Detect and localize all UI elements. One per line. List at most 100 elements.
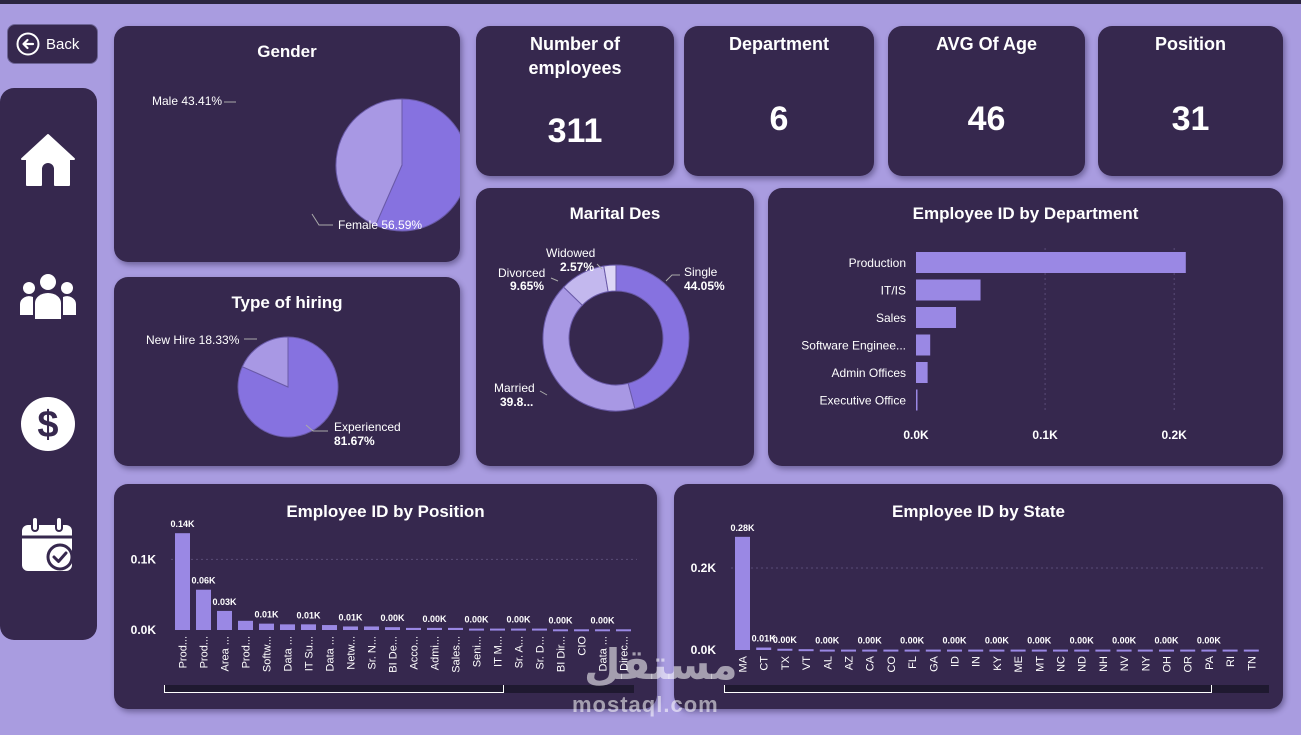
position-bar-softw[interactable] xyxy=(259,624,274,630)
position-category-label: Prod... xyxy=(199,636,211,668)
state-bar-oh[interactable] xyxy=(1159,650,1174,652)
kpi-age-title: AVG Of Age xyxy=(888,32,1085,56)
nav-finance[interactable]: $ xyxy=(18,394,78,454)
sidebar-nav: $ xyxy=(0,88,97,640)
state-bar-nv[interactable] xyxy=(1117,650,1132,652)
state-bar-ma[interactable] xyxy=(735,537,750,650)
state-scrollbar-thumb[interactable] xyxy=(724,685,1212,693)
nav-calendar[interactable] xyxy=(18,514,78,574)
dept-bar-production[interactable] xyxy=(916,252,1186,273)
state-category-label: NC xyxy=(1056,656,1068,672)
position-bar-bi-dir[interactable] xyxy=(553,629,568,631)
state-category-label: RI xyxy=(1225,656,1237,667)
position-bar-sr-n[interactable] xyxy=(364,626,379,630)
kpi-employees-title-line1: Number of xyxy=(476,32,674,56)
state-category-label: AL xyxy=(822,656,834,669)
dept-bar-it-is[interactable] xyxy=(916,280,981,301)
state-bar-chart: 0.0K0.2K0.28KMA0.01KCT0.00KTX VT0.00KAL AZ… xyxy=(674,484,1283,709)
position-bar-area[interactable] xyxy=(217,611,232,630)
position-bar-direc[interactable] xyxy=(616,629,631,631)
state-bar-co[interactable] xyxy=(883,650,898,652)
state-bar-ri[interactable] xyxy=(1223,650,1238,652)
marital-label-widowed: Widowed xyxy=(546,246,595,260)
state-bar-vt[interactable] xyxy=(799,649,814,651)
hiring-value-experienced: 81.67% xyxy=(334,434,375,448)
position-bar-sales[interactable] xyxy=(448,628,463,630)
position-bar-data[interactable] xyxy=(322,625,337,630)
state-bar-nh[interactable] xyxy=(1095,650,1110,652)
state-category-label: ND xyxy=(1077,656,1089,672)
state-bar-ca[interactable] xyxy=(862,650,877,652)
people-icon xyxy=(19,271,77,321)
state-data-label: 0.00K xyxy=(815,636,840,646)
position-bar-bi-de[interactable] xyxy=(385,627,400,630)
position-bar-netw[interactable] xyxy=(343,626,358,630)
state-category-label: TN xyxy=(1246,656,1258,671)
gender-leader-female xyxy=(312,214,333,225)
pie-slice-married[interactable] xyxy=(543,287,635,411)
position-category-label: Prod... xyxy=(241,636,253,668)
position-bar-seni[interactable] xyxy=(469,629,484,631)
position-scrollbar-thumb[interactable] xyxy=(164,685,504,693)
position-category-label: Data ... xyxy=(283,636,295,671)
dept-bar-executive-office[interactable] xyxy=(916,390,918,411)
back-button[interactable]: Back xyxy=(7,24,98,64)
position-category-label: Sales... xyxy=(451,636,463,673)
state-category-label: KY xyxy=(992,655,1004,670)
state-bar-az[interactable] xyxy=(841,650,856,652)
state-bar-mt[interactable] xyxy=(1032,650,1047,652)
nav-home[interactable] xyxy=(18,130,78,190)
state-bar-nc[interactable] xyxy=(1053,650,1068,652)
position-bar-sr-a[interactable] xyxy=(511,629,526,631)
position-data-label: 0.01K xyxy=(296,610,321,620)
kpi-age-card: AVG Of Age 46 xyxy=(888,26,1085,176)
position-bar-data[interactable] xyxy=(280,624,295,630)
nav-employees[interactable] xyxy=(18,266,78,326)
state-category-label: OR xyxy=(1183,656,1195,673)
position-category-label: Softw... xyxy=(262,636,274,672)
state-category-label: ID xyxy=(950,656,962,667)
state-bar-me[interactable] xyxy=(1011,650,1026,652)
position-bar-cio[interactable] xyxy=(574,629,589,631)
position-data-label: 0.01K xyxy=(254,610,279,620)
state-bar-or[interactable] xyxy=(1180,650,1195,652)
department-bar-chart: 0.0K 0.1K 0.2KProductionIT/ISSalesSoftware… xyxy=(768,188,1283,466)
state-bar-tn[interactable] xyxy=(1244,650,1259,652)
position-bar-prod[interactable] xyxy=(238,621,253,630)
position-bar-acco[interactable] xyxy=(406,628,421,630)
position-category-label: BI Dir... xyxy=(556,636,568,672)
state-bar-ny[interactable] xyxy=(1138,650,1153,652)
state-bar-ct[interactable] xyxy=(756,648,771,650)
back-arrow-icon xyxy=(16,32,40,56)
position-bar-it-su[interactable] xyxy=(301,624,316,630)
state-category-label: CA xyxy=(865,655,877,671)
marital-label-divorced: Divorced xyxy=(498,266,545,280)
state-category-label: NH xyxy=(1098,656,1110,672)
state-category-label: TX xyxy=(780,655,792,670)
state-bar-ky[interactable] xyxy=(989,650,1004,652)
state-bar-tx[interactable] xyxy=(777,649,792,651)
state-bar-id[interactable] xyxy=(947,650,962,652)
state-bar-al[interactable] xyxy=(820,650,835,652)
position-bar-it-m[interactable] xyxy=(490,629,505,631)
position-category-label: Sr. N... xyxy=(367,636,379,670)
position-bar-prod[interactable] xyxy=(175,533,190,630)
state-category-label: PA xyxy=(1204,655,1216,670)
state-bar-fl[interactable] xyxy=(905,650,920,652)
state-data-label: 0.00K xyxy=(900,636,925,646)
marital-donut-chart: Single 44.05% Married 39.8... Divorced 9… xyxy=(476,188,754,466)
dept-bar-sales[interactable] xyxy=(916,307,956,328)
marital-value-widowed: 2.57% xyxy=(560,260,594,274)
dept-bar-admin-offices[interactable] xyxy=(916,362,928,383)
position-bar-prod[interactable] xyxy=(196,590,211,630)
state-bar-nd[interactable] xyxy=(1074,650,1089,652)
position-bar-admi[interactable] xyxy=(427,628,442,630)
dollar-icon: $ xyxy=(20,396,76,452)
state-bar-ga[interactable] xyxy=(926,650,941,652)
position-bar-data[interactable] xyxy=(595,629,610,631)
state-category-label: OH xyxy=(1162,656,1174,673)
state-bar-in[interactable] xyxy=(968,650,983,652)
state-bar-pa[interactable] xyxy=(1201,650,1216,652)
position-bar-sr-d[interactable] xyxy=(532,629,547,631)
dept-bar-software-enginee[interactable] xyxy=(916,335,930,356)
